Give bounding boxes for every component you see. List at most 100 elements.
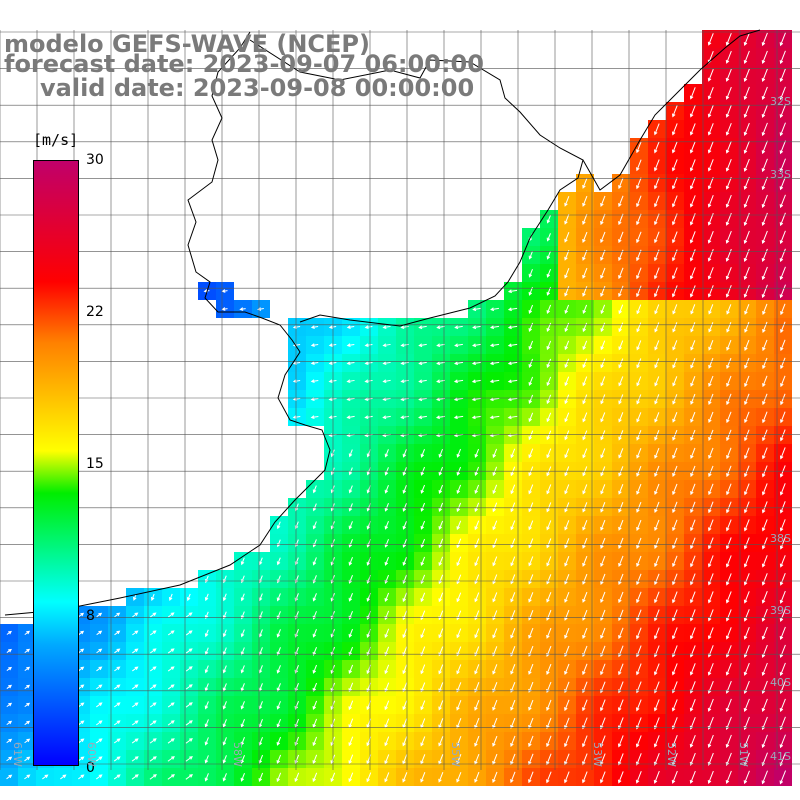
wind-arrow (402, 628, 408, 639)
wind-arrow (671, 770, 678, 784)
wind-arrow (689, 105, 696, 118)
wind-arrow (95, 774, 103, 780)
wind-arrow (95, 756, 103, 762)
wind-arrow (258, 772, 264, 782)
wind-arrow (708, 447, 714, 460)
wind-arrow (528, 304, 534, 314)
wind-arrow (761, 284, 768, 299)
wind-arrow (348, 646, 354, 656)
wind-arrow (564, 358, 570, 369)
wind-arrow (239, 307, 246, 311)
wind-arrow (185, 648, 193, 654)
wind-arrow (617, 699, 624, 712)
wind-arrow (726, 483, 732, 496)
wind-arrow (546, 717, 552, 730)
wind-arrow (564, 286, 570, 297)
wind-arrow (636, 627, 642, 640)
wind-arrow (240, 593, 245, 602)
wind-arrow (779, 662, 786, 677)
wind-arrow (185, 630, 193, 636)
wind-arrow (167, 666, 175, 672)
wind-arrow (510, 574, 516, 585)
wind-arrow (240, 665, 245, 674)
wind-arrow (617, 771, 624, 784)
wind-arrow (743, 32, 750, 46)
wind-arrow (671, 213, 678, 226)
wind-arrow (204, 701, 209, 710)
wind-arrow (708, 483, 714, 496)
wind-arrow (528, 251, 533, 260)
wind-arrow (436, 361, 445, 366)
wind-arrow (636, 447, 642, 459)
wind-arrow (348, 556, 353, 566)
wind-arrow (618, 555, 624, 568)
wind-arrow (474, 538, 480, 549)
wind-arrow (761, 248, 768, 263)
wind-arrow (384, 754, 390, 765)
wind-arrow (618, 663, 624, 676)
wind-arrow (744, 393, 750, 406)
wind-arrow (779, 537, 786, 550)
wind-arrow (564, 699, 570, 712)
wind-arrow (185, 612, 193, 618)
wind-arrow (240, 557, 245, 566)
wind-arrow (528, 430, 534, 441)
wind-arrow (312, 700, 318, 710)
wind-arrow (528, 269, 533, 278)
wind-arrow (761, 158, 768, 173)
wind-arrow (348, 449, 353, 458)
wind-arrow (78, 702, 85, 708)
wind-arrow (707, 573, 714, 586)
wind-arrow (528, 376, 534, 386)
wind-arrow (600, 213, 606, 226)
wind-arrow (618, 412, 624, 423)
wind-arrow (204, 629, 209, 638)
wind-arrow (672, 573, 678, 586)
wind-arrow (168, 593, 173, 602)
wind-arrow (779, 122, 786, 137)
lon-label: 52W (665, 742, 678, 767)
wind-arrow (402, 664, 408, 675)
wind-arrow (240, 719, 245, 728)
wind-arrow (346, 343, 355, 348)
wind-arrow (672, 394, 678, 405)
wind-arrow (780, 321, 786, 334)
wind-arrow (438, 502, 444, 513)
wind-arrow (779, 266, 786, 281)
wind-arrow (240, 772, 245, 782)
wind-arrow (546, 556, 552, 567)
wind-arrow (438, 700, 444, 711)
wind-arrow (167, 738, 175, 744)
wind-arrow (564, 412, 570, 423)
wind-arrow (779, 644, 786, 659)
wind-arrow (240, 629, 245, 638)
wind-arrow (600, 537, 606, 549)
wind-arrow (564, 268, 570, 279)
wind-arrow (708, 357, 714, 369)
wind-arrow (510, 717, 516, 729)
wind-arrow (402, 736, 408, 747)
wind-arrow (546, 484, 552, 495)
wind-arrow (546, 215, 551, 224)
wind-arrow (725, 122, 732, 136)
wind-arrow (492, 502, 498, 513)
wind-arrow (453, 415, 464, 420)
wind-arrow (618, 322, 624, 333)
wind-arrow (131, 774, 139, 780)
wind-arrow (743, 698, 750, 713)
wind-arrow (726, 339, 732, 351)
wind-arrow (312, 593, 317, 602)
lat-label: 33S (770, 168, 791, 181)
wind-arrow (346, 325, 355, 329)
wind-arrow (564, 753, 570, 766)
wind-arrow (528, 663, 534, 675)
wind-arrow (761, 104, 768, 119)
wind-arrow (330, 772, 336, 783)
wind-arrow (725, 591, 732, 604)
wind-arrow (707, 159, 714, 172)
wind-arrow (744, 303, 750, 315)
lon-label: 58W (231, 742, 244, 767)
wind-arrow (400, 325, 409, 330)
wind-arrow (149, 720, 157, 726)
wind-arrow (472, 307, 481, 312)
